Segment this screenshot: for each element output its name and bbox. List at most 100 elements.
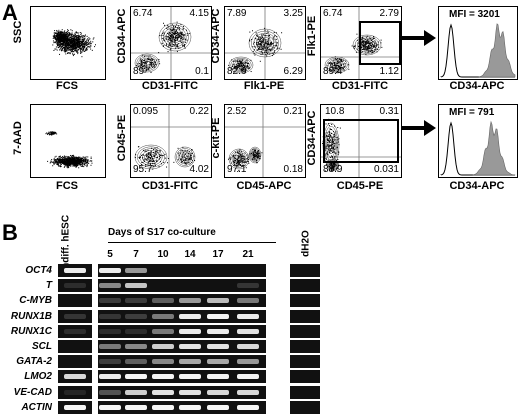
quad-plot-1-3: 6.74 2.79 89.4 1.12 bbox=[320, 6, 402, 80]
quad-2-3-xlabel: CD45-PE bbox=[336, 180, 384, 192]
gel-coculture-lanes bbox=[98, 385, 266, 399]
gel-band bbox=[152, 328, 174, 334]
gel-band bbox=[125, 389, 147, 395]
quad-1-1-ylabel: CD34-APC bbox=[116, 8, 128, 64]
quad-ul: 6.74 bbox=[133, 8, 153, 19]
gel-undiff-lane bbox=[58, 400, 92, 414]
gel-undiff-lane bbox=[58, 324, 92, 338]
gel-band bbox=[99, 359, 121, 365]
gate-box bbox=[359, 21, 401, 65]
gel-band bbox=[125, 374, 147, 380]
gel-band bbox=[179, 298, 201, 304]
histogram-2: MFI = 791 bbox=[438, 104, 518, 178]
gel-band bbox=[179, 389, 201, 395]
gel-band bbox=[237, 374, 259, 380]
panel-b-letter: B bbox=[2, 220, 18, 245]
gel-band bbox=[237, 389, 259, 395]
quad-ll: 89 bbox=[133, 66, 145, 77]
gene-label: SCL bbox=[32, 341, 52, 352]
gel-coculture-lanes bbox=[98, 370, 266, 384]
quad-2-1-xlabel: CD31-FITC bbox=[141, 180, 199, 192]
gene-label: LMO2 bbox=[24, 371, 52, 383]
gene-label: RUNX1C bbox=[10, 325, 52, 337]
gel-undiff-lane bbox=[58, 355, 92, 369]
gel-band bbox=[179, 328, 201, 334]
day-label: 17 bbox=[212, 249, 224, 260]
dot-plot-2 bbox=[30, 104, 106, 178]
gel-undiff-lane bbox=[58, 279, 92, 293]
quad-ur: 4.15 bbox=[189, 8, 209, 19]
gene-label: RUNX1B bbox=[10, 310, 52, 322]
quad-ur: 0.22 bbox=[189, 106, 209, 117]
quad-ll: 95.7 bbox=[133, 164, 153, 175]
gate-box bbox=[323, 119, 399, 163]
gel-undiff-lane bbox=[58, 264, 92, 277]
gel-band bbox=[125, 298, 147, 304]
panel-a-letter: A bbox=[2, 0, 18, 25]
gel-band bbox=[179, 359, 201, 365]
gel-undiff-lane bbox=[58, 294, 92, 308]
quad-plot-2-1: 0.095 0.22 95.7 4.02 bbox=[130, 104, 212, 178]
gel-water-lane bbox=[290, 264, 320, 277]
mfi-label: MFI = 3201 bbox=[449, 9, 500, 20]
gel-band bbox=[207, 359, 229, 365]
gel-band bbox=[99, 404, 121, 410]
gel-band bbox=[237, 283, 259, 289]
water-label: dH2O bbox=[300, 230, 312, 257]
gel-band bbox=[99, 313, 121, 319]
gel-band bbox=[125, 359, 147, 365]
gel-band bbox=[152, 313, 174, 319]
quad-lr: 0.031 bbox=[373, 164, 399, 175]
gel-undiff-lane bbox=[58, 370, 92, 384]
gel-band bbox=[64, 404, 86, 410]
quad-ll: 88.9 bbox=[323, 164, 343, 175]
quad-plot-2-2: 2.52 0.21 97.1 0.18 bbox=[224, 104, 306, 178]
gel-band bbox=[64, 374, 86, 380]
gene-label: T bbox=[45, 280, 52, 292]
quad-ul: 2.52 bbox=[227, 106, 247, 117]
mfi-label: MFI = 791 bbox=[449, 107, 495, 118]
dot-plot-2-xlabel: FCS bbox=[56, 180, 78, 192]
gel-undiff-lane bbox=[58, 340, 92, 353]
gel-band bbox=[207, 328, 229, 334]
gel-band bbox=[125, 268, 147, 273]
gel-band bbox=[237, 298, 259, 304]
histogram-1: MFI = 3201 bbox=[438, 6, 518, 80]
quad-lr: 4.02 bbox=[189, 164, 209, 175]
days-header-line bbox=[108, 242, 276, 243]
quad-1-3-ylabel: Flk1-PE bbox=[306, 15, 318, 57]
gel-band bbox=[152, 404, 174, 410]
gene-label: GATA-2 bbox=[16, 356, 52, 368]
gel-band bbox=[125, 313, 147, 319]
gel-water-lane bbox=[290, 324, 320, 338]
quad-ul: 7.89 bbox=[227, 8, 247, 19]
quad-plot-2-3: 10.8 0.31 88.9 0.031 bbox=[320, 104, 402, 178]
gel-band bbox=[207, 298, 229, 304]
gel-band bbox=[179, 313, 201, 319]
gel-band bbox=[64, 268, 86, 273]
quad-ul: 6.74 bbox=[323, 8, 343, 19]
day-label: 10 bbox=[157, 249, 169, 260]
quad-ul: 10.8 bbox=[325, 106, 345, 117]
gel-coculture-lanes bbox=[98, 294, 266, 308]
gel-coculture-lanes bbox=[98, 264, 266, 277]
gel-band bbox=[237, 344, 259, 349]
quad-lr: 1.12 bbox=[379, 66, 399, 77]
gene-label: OCT4 bbox=[25, 265, 52, 276]
gel-coculture-lanes bbox=[98, 279, 266, 293]
gel-band bbox=[237, 328, 259, 334]
gel-water-lane bbox=[290, 309, 320, 323]
arrow-icon bbox=[402, 120, 436, 136]
gene-label: VE-CAD bbox=[13, 386, 52, 398]
gel-coculture-lanes bbox=[98, 324, 266, 338]
gel-band bbox=[125, 404, 147, 410]
gel-band bbox=[152, 389, 174, 395]
gel-band bbox=[99, 268, 121, 273]
gel-band bbox=[125, 283, 147, 289]
dot-plot-1 bbox=[30, 6, 106, 80]
day-label: 7 bbox=[133, 249, 139, 260]
gel-water-lane bbox=[290, 385, 320, 399]
day-label: 21 bbox=[242, 249, 254, 260]
dot-plot-1-ylabel: SSC bbox=[12, 20, 24, 44]
gel-band bbox=[237, 359, 259, 365]
